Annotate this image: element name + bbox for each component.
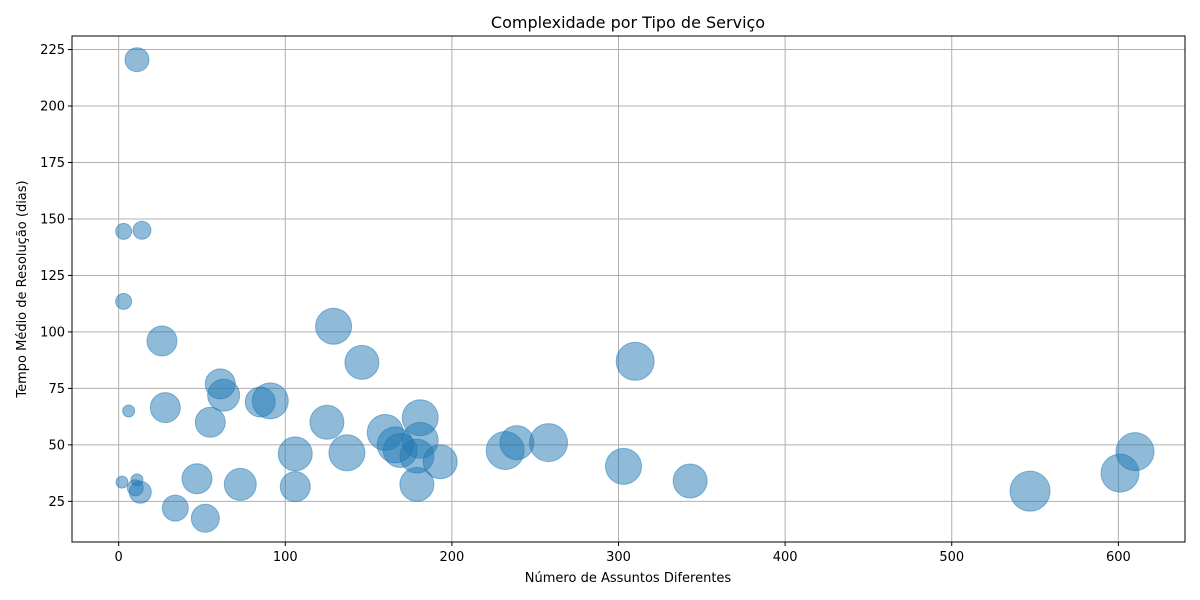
y-tick-label: 100 [40, 325, 65, 340]
x-tick-label: 200 [439, 550, 464, 565]
x-tick-label: 600 [1106, 550, 1131, 565]
bubbles [115, 47, 1155, 533]
x-tick: 500 [939, 542, 964, 565]
data-point [115, 292, 133, 310]
data-point [499, 425, 535, 461]
x-tick-label: 300 [606, 550, 631, 565]
data-point [615, 341, 655, 381]
data-point [1115, 432, 1155, 472]
data-point [344, 344, 380, 380]
x-tick: 400 [773, 542, 798, 565]
y-tick: 225 [40, 43, 72, 58]
data-point [146, 325, 178, 357]
data-point [277, 436, 313, 472]
x-tick-label: 500 [939, 550, 964, 565]
data-point [190, 503, 220, 533]
data-point [122, 404, 136, 418]
x-tick: 0 [115, 542, 123, 565]
y-tick: 175 [40, 156, 72, 171]
y-axis-label: Tempo Médio de Resolução (dias) [15, 180, 30, 398]
y-tick-label: 75 [48, 382, 65, 397]
data-point [115, 475, 129, 489]
data-point [315, 307, 353, 345]
y-tick-label: 225 [40, 43, 65, 58]
data-point [223, 467, 257, 501]
y-tick-label: 150 [40, 212, 65, 227]
grid [72, 36, 1185, 542]
data-point [149, 392, 181, 424]
y-tick-label: 125 [40, 269, 65, 284]
y-tick-label: 25 [48, 495, 65, 510]
y-tick: 125 [40, 269, 72, 284]
y-tick: 100 [40, 325, 72, 340]
data-point [124, 47, 150, 73]
y-tick: 150 [40, 212, 72, 227]
x-tick-label: 0 [115, 550, 123, 565]
data-point [181, 463, 213, 495]
y-tick: 25 [48, 495, 72, 510]
x-tick-label: 400 [773, 550, 798, 565]
data-point [161, 494, 189, 522]
data-point [309, 404, 345, 440]
data-point [132, 220, 152, 240]
data-point [279, 471, 311, 503]
y-tick-label: 175 [40, 156, 65, 171]
y-tick: 75 [48, 382, 72, 397]
data-point [207, 378, 241, 412]
y-axis-ticks: 25 50 75 100 125 150 175 200 225 [40, 43, 72, 510]
x-tick: 100 [273, 542, 298, 565]
plot-frame [71, 35, 1186, 543]
data-point [194, 406, 226, 438]
data-point [128, 480, 152, 504]
x-tick: 300 [606, 542, 631, 565]
data-point [399, 466, 435, 502]
x-axis-ticks: 0 100 200 300 400 500 600 [115, 542, 1131, 565]
chart-title: Complexidade por Tipo de Serviço [491, 13, 765, 32]
x-tick: 600 [1106, 542, 1131, 565]
y-tick-label: 50 [48, 438, 65, 453]
x-tick-label: 100 [273, 550, 298, 565]
data-point [529, 423, 569, 463]
x-axis-label: Número de Assuntos Diferentes [525, 571, 732, 586]
y-tick: 50 [48, 438, 72, 453]
y-tick-label: 200 [40, 100, 65, 115]
data-point [672, 463, 708, 499]
data-point [422, 444, 458, 480]
data-point [605, 447, 643, 485]
y-tick: 200 [40, 100, 72, 115]
data-point [328, 434, 366, 472]
data-point [115, 222, 133, 240]
data-point [1009, 470, 1051, 512]
data-point [251, 382, 289, 420]
x-tick: 200 [439, 542, 464, 565]
